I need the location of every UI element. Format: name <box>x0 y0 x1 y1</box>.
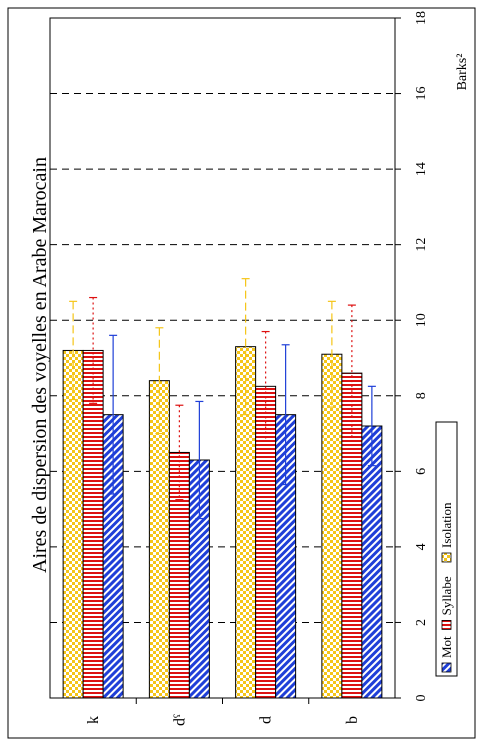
bar <box>62 349 84 699</box>
value-tick-label: 8 <box>414 392 429 399</box>
legend-label: Syllabe <box>439 576 454 615</box>
value-tick-label: 18 <box>414 11 429 25</box>
legend-label: Isolation <box>439 502 454 548</box>
category-label: d <box>258 716 275 724</box>
value-tick-label: 10 <box>414 313 429 327</box>
bar <box>168 451 190 699</box>
bar <box>361 425 383 699</box>
grid-lines <box>50 93 395 623</box>
category-label: dˤ <box>171 714 188 726</box>
legend-swatch <box>441 552 452 563</box>
value-tick-label: 14 <box>414 162 429 176</box>
value-tick-label: 16 <box>414 87 429 101</box>
legend-label: Mot <box>439 636 454 658</box>
legend: Mot Syllabe Isolation <box>435 421 458 677</box>
chart-title: Aires de dispersion des voyelles en Arab… <box>29 157 51 573</box>
legend-box <box>435 421 458 677</box>
category-labels: k dˤ d b <box>85 698 361 726</box>
value-tick-label: 2 <box>414 619 429 626</box>
bar <box>321 353 343 699</box>
value-tick-label: 6 <box>414 468 429 475</box>
bars <box>62 278 383 699</box>
category-label: b <box>344 716 361 724</box>
legend-swatch <box>441 662 452 673</box>
value-ticks: 0 2 4 6 8 10 12 14 16 18 <box>395 11 429 702</box>
category-label: k <box>85 716 102 724</box>
value-tick-label: 12 <box>414 238 429 252</box>
legend-entries: Mot Syllabe Isolation <box>439 502 454 673</box>
value-tick-label: 4 <box>414 543 429 550</box>
value-axis-label: Barks² <box>455 54 470 91</box>
legend-swatch <box>441 620 452 630</box>
value-tick-label: 0 <box>414 695 429 702</box>
